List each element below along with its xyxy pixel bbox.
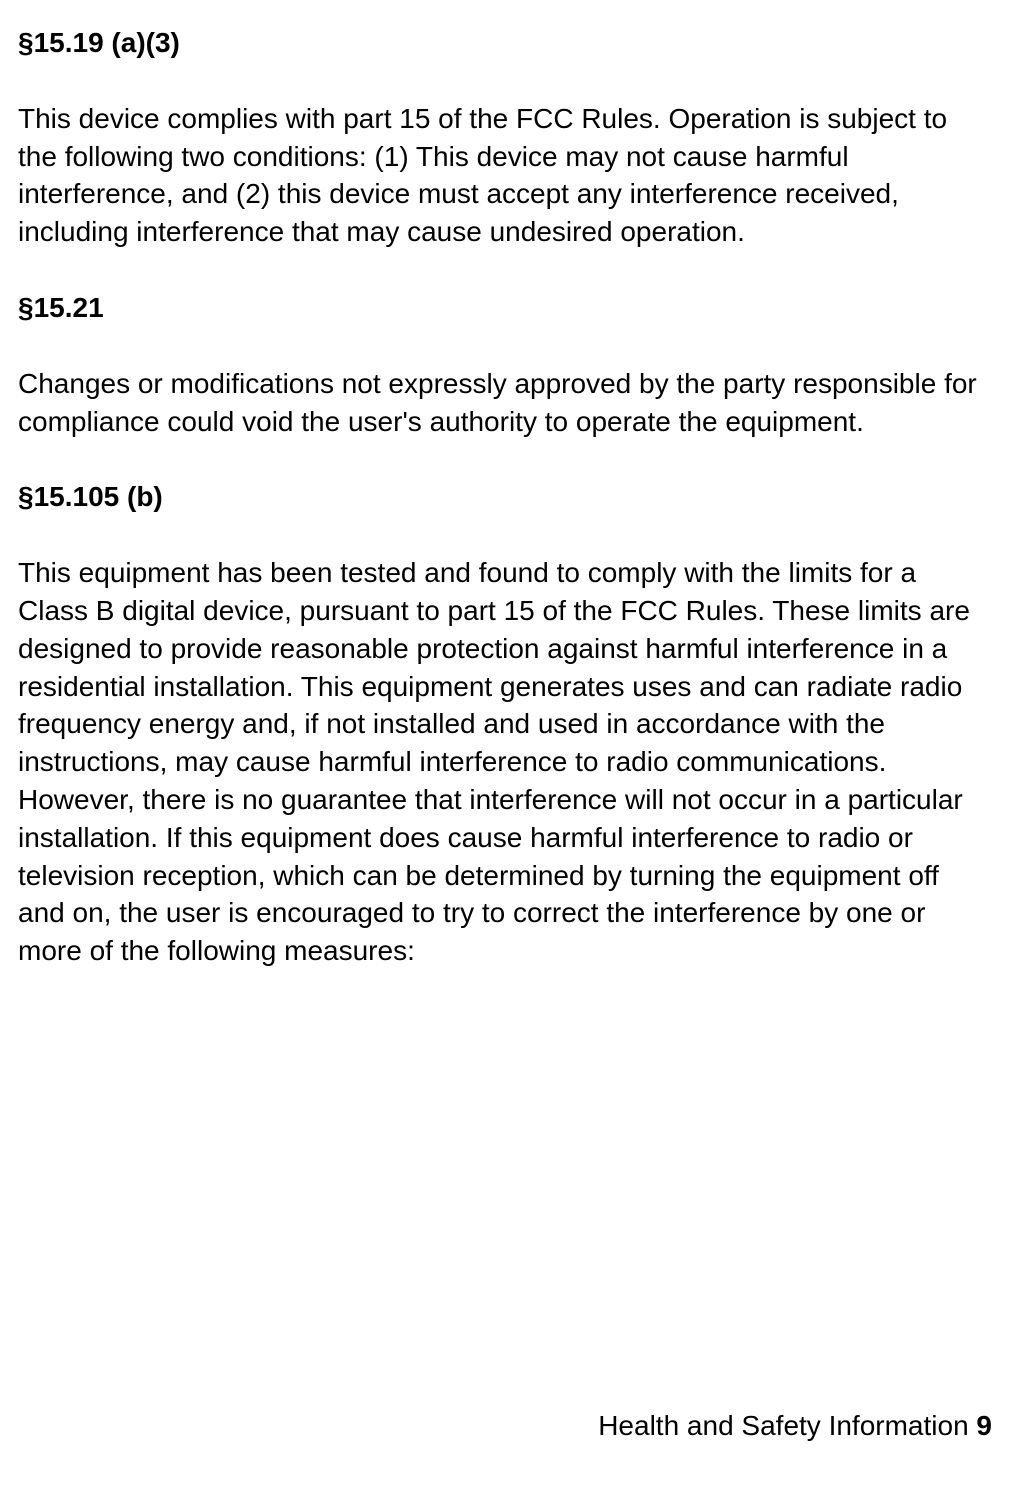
section-heading-15-19: §15.19 (a)(3) <box>18 24 992 62</box>
section-paragraph-15-21: Changes or modifications not expressly a… <box>18 365 992 441</box>
page-number: 9 <box>976 1410 992 1441</box>
section-paragraph-15-105: This equipment has been tested and found… <box>18 554 992 970</box>
page-footer: Health and Safety Information 9 <box>598 1410 992 1442</box>
section-heading-15-21: §15.21 <box>18 289 992 327</box>
document-body: §15.19 (a)(3) This device complies with … <box>18 24 992 970</box>
footer-label: Health and Safety Information <box>598 1410 976 1441</box>
section-heading-15-105: §15.105 (b) <box>18 478 992 516</box>
section-paragraph-15-19: This device complies with part 15 of the… <box>18 100 992 251</box>
